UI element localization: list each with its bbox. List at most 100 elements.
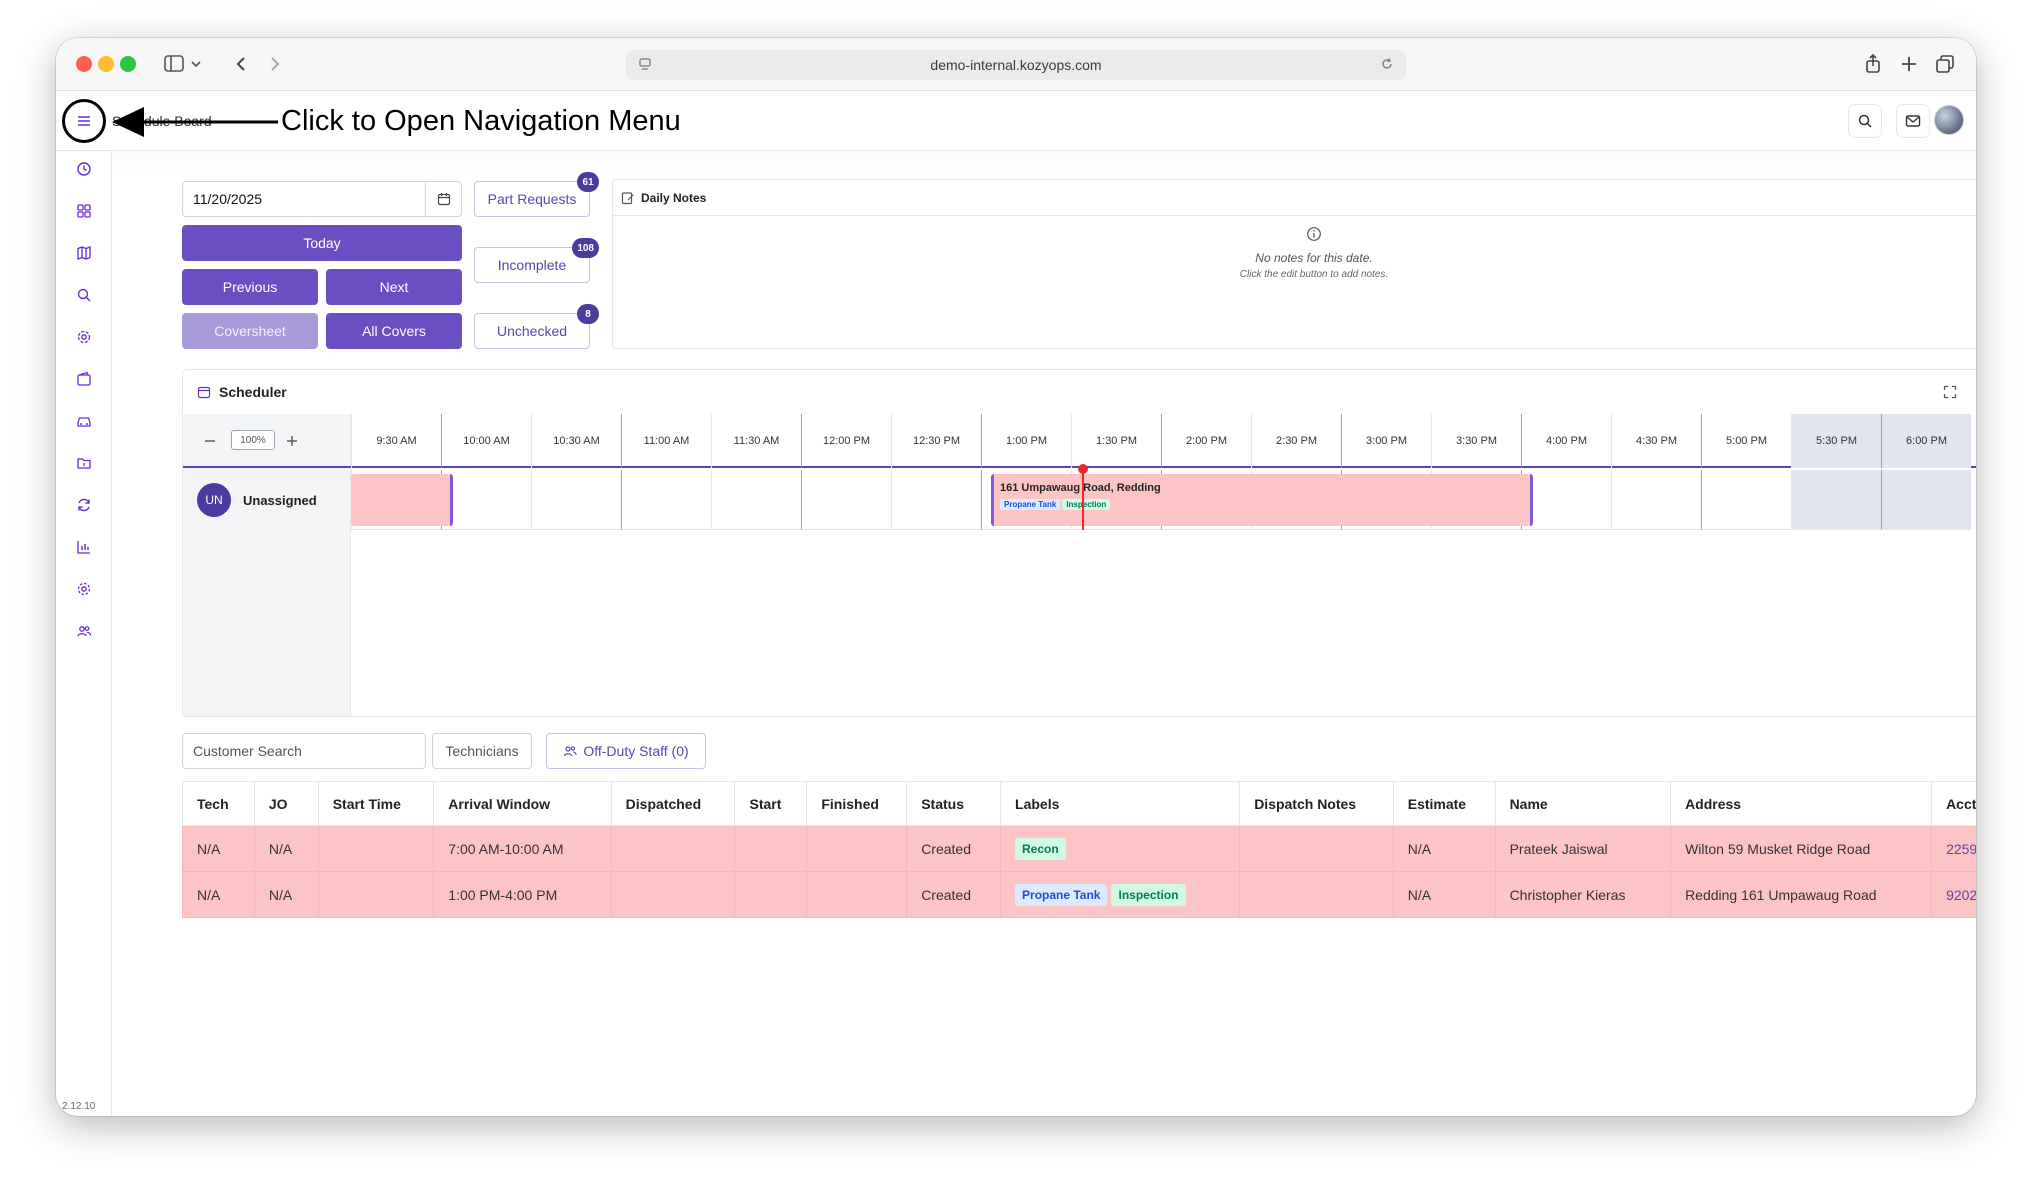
technicians-filter[interactable]: Technicians xyxy=(432,733,532,769)
zoom-level[interactable]: 100% xyxy=(231,430,275,450)
time-slot-cell[interactable] xyxy=(1611,470,1701,530)
close-window-button[interactable] xyxy=(76,56,92,72)
zoom-window-button[interactable] xyxy=(120,56,136,72)
table-row[interactable]: N/A N/A 1:00 PM-4:00 PM Created Propane … xyxy=(182,871,1976,918)
annotation-text: Click to Open Navigation Menu xyxy=(281,105,681,137)
cell-address: Wilton 59 Musket Ridge Road xyxy=(1670,825,1933,872)
table-row[interactable]: N/A N/A 7:00 AM-10:00 AM Created Recon N… xyxy=(182,825,1976,872)
car-icon[interactable] xyxy=(74,411,94,431)
col-name[interactable]: Name xyxy=(1494,781,1672,826)
cell-tech: N/A xyxy=(182,825,255,872)
cell-finished xyxy=(806,871,908,918)
calendar-button[interactable] xyxy=(425,182,461,216)
minimize-window-button[interactable] xyxy=(98,56,114,72)
col-status[interactable]: Status xyxy=(906,781,1002,826)
time-slot-cell[interactable] xyxy=(621,470,711,530)
col-address[interactable]: Address xyxy=(1670,781,1933,826)
chevron-right-icon xyxy=(271,57,280,71)
forward-button[interactable] xyxy=(262,48,288,80)
grid-icon[interactable] xyxy=(74,201,94,221)
col-dispatched[interactable]: Dispatched xyxy=(610,781,736,826)
today-button[interactable]: Today xyxy=(182,225,462,261)
chart-icon[interactable] xyxy=(74,537,94,557)
url-bar[interactable]: demo-internal.kozyops.com xyxy=(626,50,1406,80)
time-slot-label: 4:30 PM xyxy=(1611,414,1701,468)
folder-icon[interactable] xyxy=(74,453,94,473)
time-slot-cell[interactable] xyxy=(801,470,891,530)
all-covers-button[interactable]: All Covers xyxy=(326,313,462,349)
current-time-line xyxy=(1082,468,1084,530)
coversheet-button[interactable]: Coversheet xyxy=(182,313,318,349)
refresh-icon[interactable] xyxy=(74,495,94,515)
tech-row-unassigned[interactable]: UN Unassigned xyxy=(183,470,351,530)
customer-search-input[interactable]: Customer Search xyxy=(182,733,426,769)
col-dispatch-notes[interactable]: Dispatch Notes xyxy=(1239,781,1394,826)
acct-link[interactable]: 22598 xyxy=(1946,840,1976,857)
part-requests-button[interactable]: Part Requests 61 xyxy=(474,172,599,217)
navigation-menu-button[interactable] xyxy=(62,99,106,143)
cell-jo: N/A xyxy=(253,825,319,872)
cell-start-time xyxy=(317,871,435,918)
time-slot-label: 5:00 PM xyxy=(1701,414,1791,468)
col-finished[interactable]: Finished xyxy=(806,781,908,826)
global-search-button[interactable] xyxy=(1848,104,1882,138)
map-icon[interactable] xyxy=(74,243,94,263)
time-slot-label: 2:30 PM xyxy=(1251,414,1341,468)
zoom-in-icon[interactable] xyxy=(285,434,299,448)
col-acct[interactable]: Acct xyxy=(1931,781,1976,826)
users-icon[interactable] xyxy=(74,621,94,641)
time-slot-cell[interactable] xyxy=(531,470,621,530)
clock-icon[interactable] xyxy=(74,159,94,179)
scheduler-title: Scheduler xyxy=(219,384,287,400)
tab-overview-button[interactable] xyxy=(1932,48,1958,80)
search-icon[interactable] xyxy=(74,285,94,305)
incomplete-button[interactable]: Incomplete 108 xyxy=(474,238,599,283)
col-jo[interactable]: JO xyxy=(253,781,319,826)
col-arrival-window[interactable]: Arrival Window xyxy=(433,781,612,826)
time-slot-cell[interactable] xyxy=(711,470,801,530)
zoom-out-icon[interactable] xyxy=(203,434,217,448)
gear-icon[interactable] xyxy=(74,579,94,599)
settings-icon[interactable] xyxy=(74,327,94,347)
event-label-propane-tank: Propane Tank xyxy=(1000,499,1061,510)
menu-icon xyxy=(78,116,90,126)
col-labels[interactable]: Labels xyxy=(1000,781,1241,826)
wallet-icon[interactable] xyxy=(74,369,94,389)
next-button[interactable]: Next xyxy=(326,269,462,305)
col-tech[interactable]: Tech xyxy=(182,781,255,826)
scheduler-header: Scheduler xyxy=(183,370,1976,414)
expand-icon[interactable] xyxy=(1943,385,1957,399)
time-slot-label: 2:00 PM xyxy=(1161,414,1251,468)
back-button[interactable] xyxy=(228,48,254,80)
time-slot-cell[interactable] xyxy=(981,470,1071,530)
share-button[interactable] xyxy=(1860,48,1886,80)
off-duty-staff-button[interactable]: Off-Duty Staff (0) xyxy=(546,733,706,769)
time-slot-cell[interactable] xyxy=(441,470,531,530)
plus-icon xyxy=(1902,57,1916,71)
new-tab-button[interactable] xyxy=(1896,48,1922,80)
time-slot-cell[interactable] xyxy=(891,470,981,530)
event-block[interactable]: 161 Umpawaug Road, Redding Propane Tank I… xyxy=(991,474,1533,526)
col-start[interactable]: Start xyxy=(734,781,808,826)
previous-button[interactable]: Previous xyxy=(182,269,318,305)
unchecked-button[interactable]: Unchecked 8 xyxy=(474,304,599,349)
event-block-earlier[interactable] xyxy=(351,474,453,526)
acct-link[interactable]: 92022 xyxy=(1946,886,1976,903)
time-slot-cell[interactable] xyxy=(1791,470,1881,530)
col-estimate[interactable]: Estimate xyxy=(1392,781,1496,826)
time-slot-cell[interactable] xyxy=(1701,470,1791,530)
sidebar-icon xyxy=(164,55,201,72)
date-field[interactable]: 11/20/2025 xyxy=(182,181,462,217)
note-edit-icon xyxy=(621,191,634,204)
scheduler-panel: Scheduler 100% UN Unassigned 9:30 AM 10:0… xyxy=(182,369,1976,717)
time-slot-cell[interactable] xyxy=(1881,470,1971,530)
sidebar-toggle-button[interactable] xyxy=(156,48,212,80)
cell-arrival-window: 7:00 AM-10:00 AM xyxy=(433,825,612,872)
messages-button[interactable] xyxy=(1896,104,1930,138)
time-slot-label: 6:00 PM xyxy=(1881,414,1971,468)
col-start-time[interactable]: Start Time xyxy=(317,781,435,826)
time-slot-cell[interactable] xyxy=(1521,470,1611,530)
cell-name: Prateek Jaiswal xyxy=(1494,825,1672,872)
user-avatar[interactable] xyxy=(1934,105,1964,135)
date-value: 11/20/2025 xyxy=(193,191,263,207)
